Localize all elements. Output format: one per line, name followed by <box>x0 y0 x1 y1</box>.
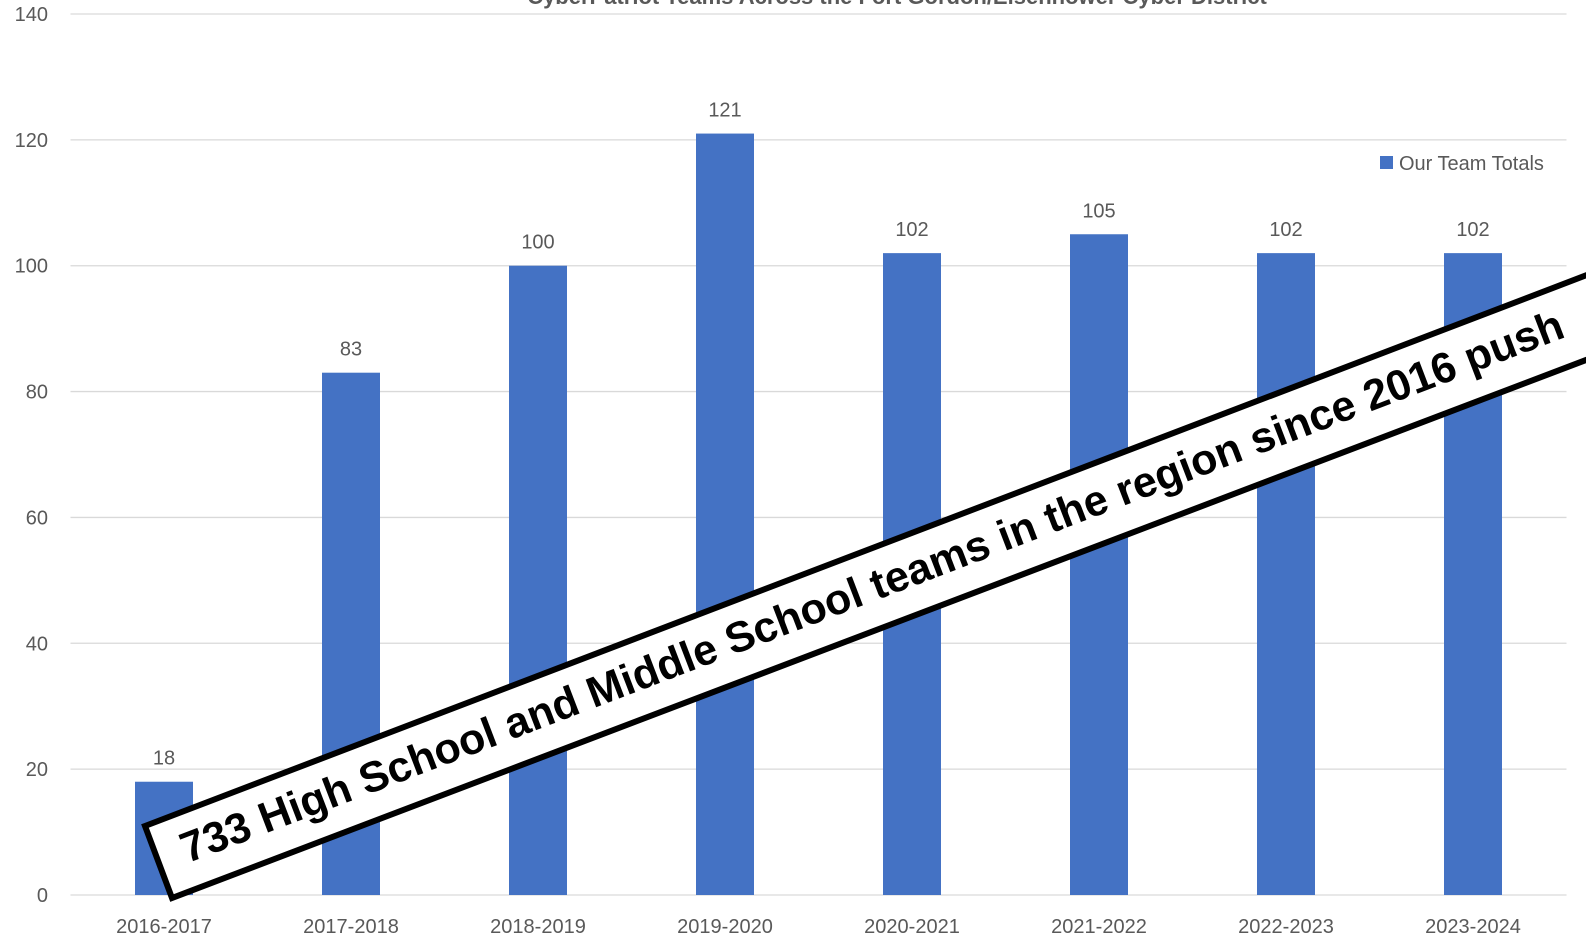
y-tick-label: 100 <box>15 256 48 278</box>
x-tick-label: 2019-2020 <box>677 916 773 938</box>
legend-label: Our Team Totals <box>1399 153 1544 175</box>
y-tick-label: 120 <box>15 130 48 152</box>
bar <box>1257 253 1315 896</box>
bar <box>1070 234 1128 895</box>
x-tick-label: 2023-2024 <box>1425 916 1521 938</box>
data-label: 18 <box>153 748 175 770</box>
y-tick-label: 140 <box>15 4 48 26</box>
bar <box>696 133 754 896</box>
x-tick-label: 2021-2022 <box>1051 916 1147 938</box>
chart-title: CyberPatriot Teams Across the Fort Gordo… <box>527 0 1267 9</box>
data-label: 83 <box>340 339 362 361</box>
x-tick-label: 2018-2019 <box>490 916 586 938</box>
y-tick-label: 40 <box>26 633 48 655</box>
data-label: 105 <box>1082 200 1115 222</box>
y-tick-label: 60 <box>26 507 48 529</box>
y-tick-label: 80 <box>26 382 48 404</box>
bar <box>509 265 567 895</box>
x-tick-label: 2017-2018 <box>303 916 399 938</box>
annotation: 733 High School and Middle School teams … <box>174 301 1571 873</box>
data-label: 102 <box>1456 219 1489 241</box>
x-tick-label: 2022-2023 <box>1238 916 1334 938</box>
x-tick-label: 2016-2017 <box>116 916 212 938</box>
legend-swatch <box>1380 156 1393 169</box>
annotation-box <box>141 272 1586 902</box>
data-label: 121 <box>708 100 741 122</box>
y-tick-label: 0 <box>37 885 48 907</box>
data-label: 102 <box>1269 219 1302 241</box>
y-tick-label: 20 <box>26 759 48 781</box>
data-label: 102 <box>895 219 928 241</box>
data-label: 100 <box>521 232 554 254</box>
x-tick-label: 2020-2021 <box>864 916 960 938</box>
